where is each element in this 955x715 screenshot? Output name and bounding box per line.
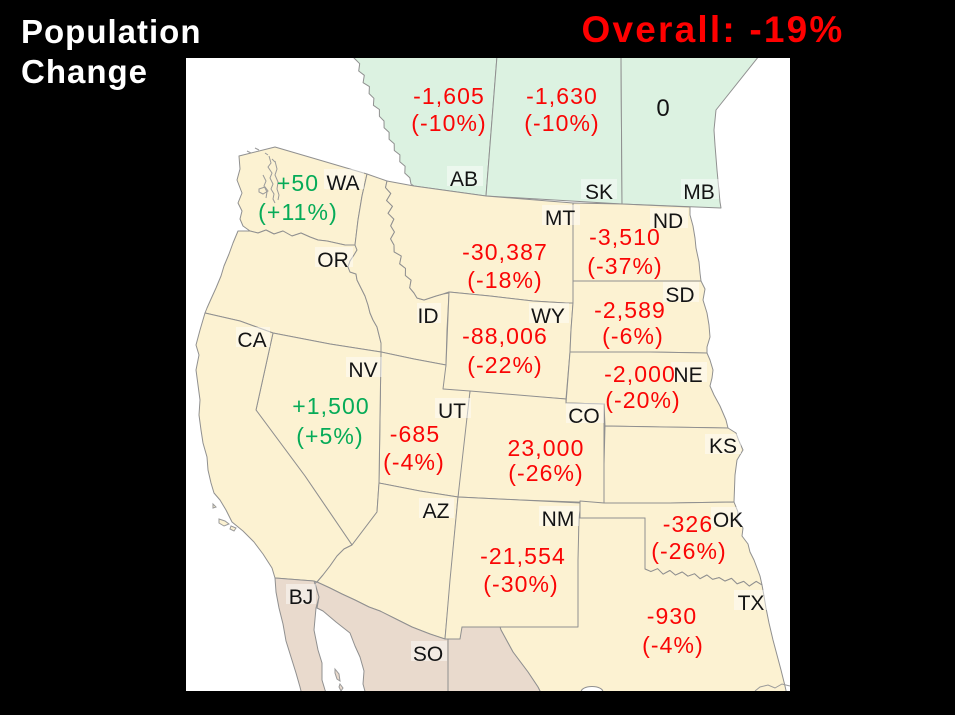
svg-text:(-37%): (-37%) — [587, 253, 663, 279]
svg-text:-3,510: -3,510 — [589, 224, 661, 250]
svg-text:+1,500: +1,500 — [292, 393, 370, 419]
svg-text:0: 0 — [656, 95, 669, 122]
svg-text:TX: TX — [738, 592, 765, 615]
svg-text:CA: CA — [237, 329, 266, 352]
svg-text:-685: -685 — [390, 421, 440, 447]
svg-text:MT: MT — [545, 207, 575, 230]
svg-text:-1,605: -1,605 — [413, 83, 485, 109]
svg-text:NE: NE — [673, 364, 702, 387]
svg-text:-2,000: -2,000 — [604, 361, 676, 387]
svg-text:(-20%): (-20%) — [605, 387, 681, 413]
svg-text:(-30%): (-30%) — [483, 571, 559, 597]
svg-text:(-4%): (-4%) — [383, 449, 445, 475]
svg-text:(-10%): (-10%) — [524, 110, 600, 136]
svg-text:(-26%): (-26%) — [508, 460, 584, 486]
svg-text:-326: -326 — [663, 511, 713, 537]
svg-text:(-18%): (-18%) — [467, 267, 543, 293]
svg-text:(+5%): (+5%) — [296, 423, 364, 449]
svg-text:SO: SO — [413, 643, 443, 666]
svg-text:-930: -930 — [647, 603, 697, 629]
svg-text:OR: OR — [317, 249, 349, 272]
svg-text:23,000: 23,000 — [508, 435, 585, 461]
svg-text:(-4%): (-4%) — [642, 632, 704, 658]
svg-text:KS: KS — [709, 435, 737, 458]
svg-text:WA: WA — [326, 172, 359, 195]
svg-text:BJ: BJ — [289, 586, 314, 609]
svg-text:-21,554: -21,554 — [480, 543, 566, 569]
svg-text:(-22%): (-22%) — [467, 352, 543, 378]
svg-text:ND: ND — [653, 210, 683, 233]
svg-text:(-10%): (-10%) — [411, 110, 487, 136]
svg-text:ID: ID — [418, 305, 439, 328]
svg-text:-88,006: -88,006 — [462, 323, 548, 349]
svg-text:AZ: AZ — [423, 500, 450, 523]
svg-text:OK: OK — [713, 509, 743, 532]
svg-text:-30,387: -30,387 — [462, 239, 548, 265]
svg-text:SK: SK — [585, 181, 613, 204]
svg-text:-2,589: -2,589 — [594, 297, 666, 323]
svg-text:AB: AB — [450, 168, 478, 191]
svg-text:UT: UT — [438, 400, 466, 423]
svg-text:SD: SD — [665, 284, 694, 307]
svg-text:(-6%): (-6%) — [602, 323, 664, 349]
svg-text:NV: NV — [348, 359, 377, 382]
svg-text:WY: WY — [531, 305, 565, 328]
svg-text:CO: CO — [568, 405, 600, 428]
svg-text:(+11%): (+11%) — [258, 199, 338, 225]
svg-text:+50: +50 — [277, 170, 319, 196]
svg-text:MB: MB — [683, 181, 715, 204]
svg-text:-1,630: -1,630 — [526, 83, 598, 109]
svg-text:(-26%): (-26%) — [651, 538, 727, 564]
svg-text:NM: NM — [542, 508, 575, 531]
